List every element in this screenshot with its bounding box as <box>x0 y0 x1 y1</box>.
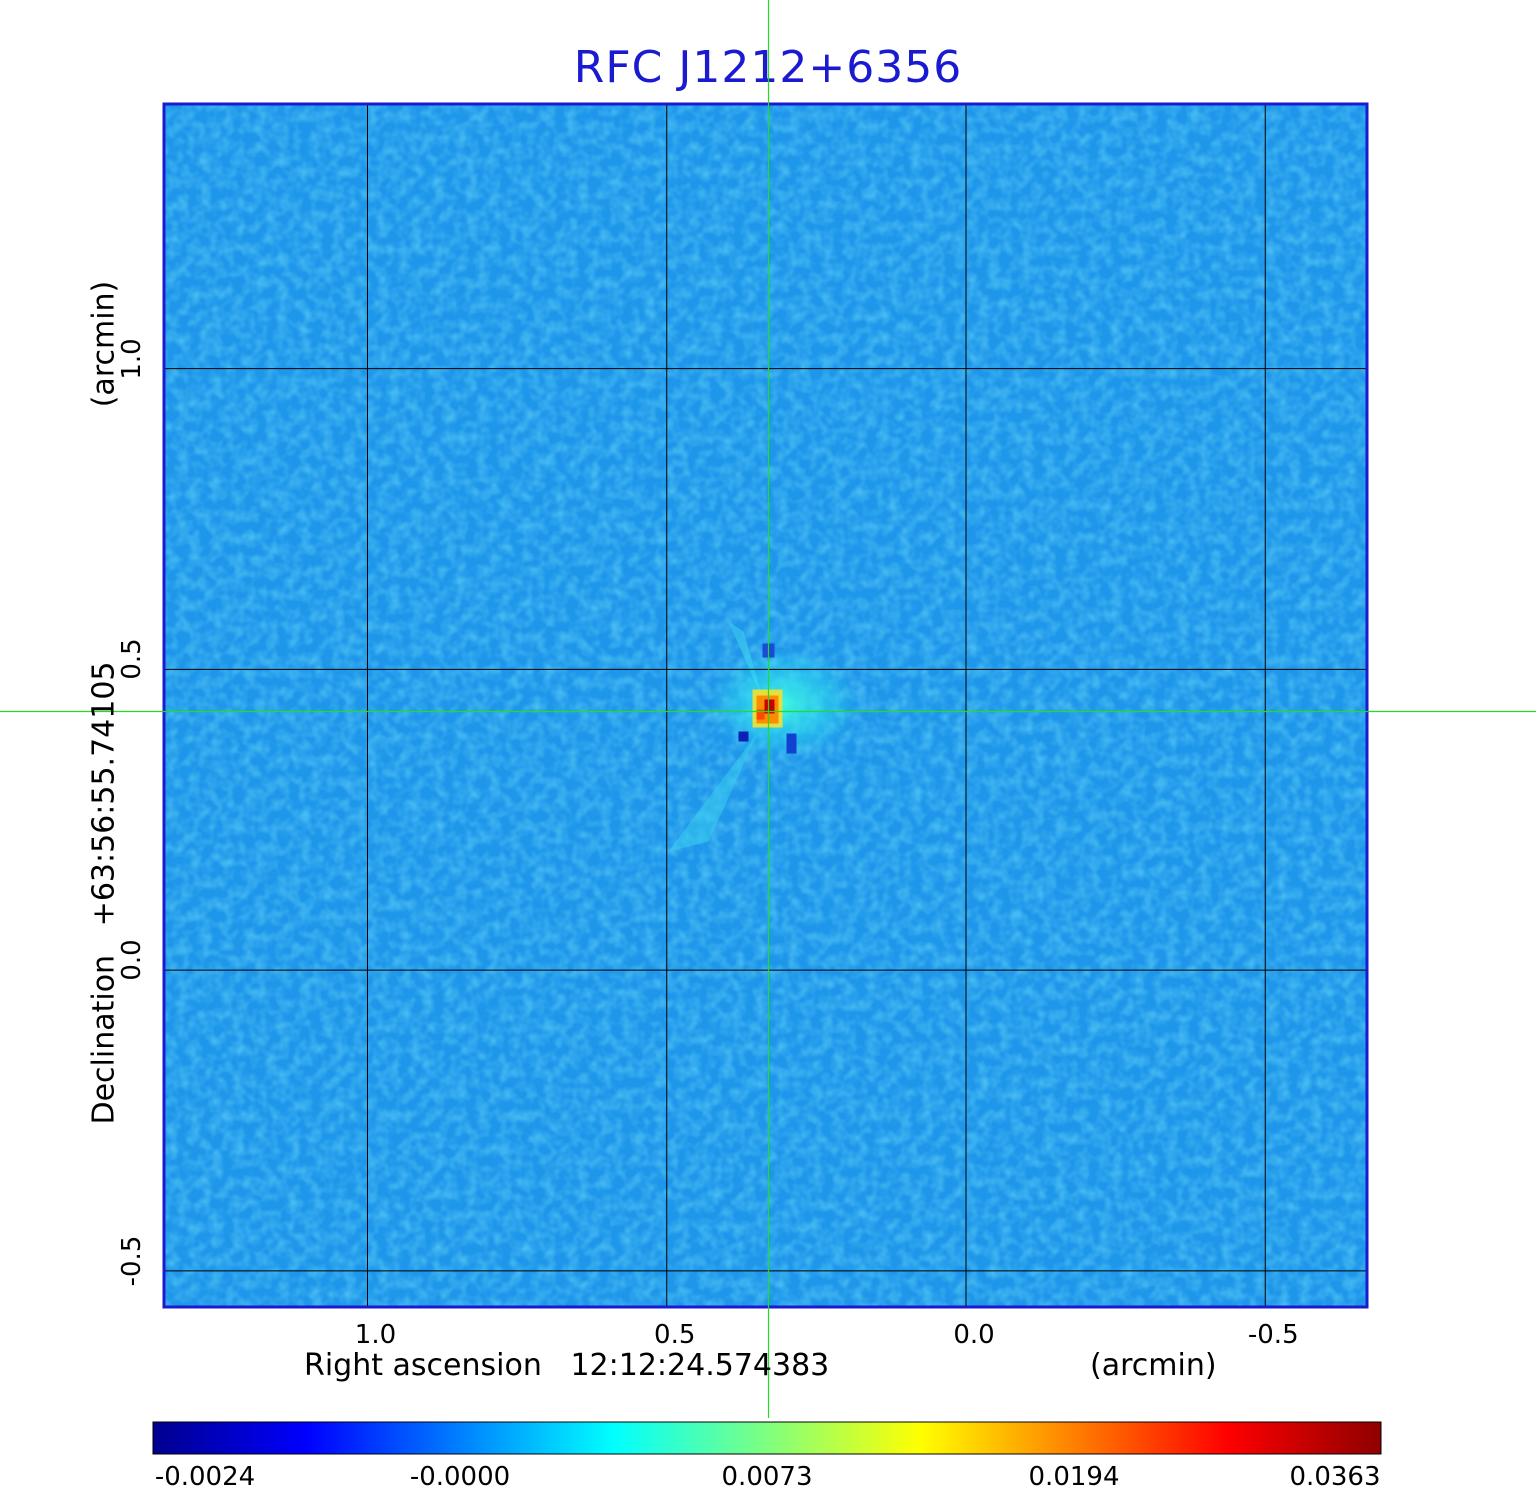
x-tick-label: -0.5 <box>1247 1320 1299 1350</box>
y-tick-label: 0.0 <box>117 939 147 981</box>
x-axis-label-name: Right ascension <box>304 1348 542 1383</box>
colorbar-tick-label: -0.0024 <box>154 1462 256 1492</box>
x-axis-unit: (arcmin) <box>1090 1348 1217 1383</box>
y-axis-label: Declination +63:56:55.74105 <box>87 661 122 1124</box>
colorbar <box>152 1421 1382 1455</box>
colorbar-tick-label: -0.0000 <box>409 1462 511 1492</box>
colorbar-tick-label: 0.0073 <box>721 1462 813 1492</box>
source-core-peak <box>764 699 775 714</box>
source-negative-pixel <box>738 731 749 742</box>
source-negative-pixel-2 <box>786 733 797 754</box>
x-tick-label: 0.5 <box>654 1320 696 1350</box>
source-streak-lower <box>668 731 759 852</box>
x-axis-label: Right ascension 12:12:24.574383 <box>304 1348 829 1383</box>
colorbar-tick-label: 0.0194 <box>1028 1462 1120 1492</box>
x-axis-label-center: 12:12:24.574383 <box>570 1348 830 1383</box>
y-tick-label: 0.5 <box>117 638 147 681</box>
y-tick-label: -0.5 <box>117 1235 147 1287</box>
source-glow <box>708 648 859 759</box>
y-axis-label-name: Declination <box>86 954 122 1125</box>
y-axis-label-center: +63:56:55.74105 <box>86 661 122 927</box>
y-axis-unit: (arcmin) <box>86 280 122 408</box>
y-tick-label: 1.0 <box>117 337 147 380</box>
coordinate-grid <box>164 104 1367 1307</box>
radio-source <box>668 621 859 852</box>
x-tick-label: 1.0 <box>354 1320 397 1350</box>
source-core-inner <box>756 709 765 720</box>
plot-frame <box>162 102 1369 1309</box>
x-tick-label: 0.0 <box>953 1320 995 1350</box>
colorbar-tick-label: 0.0363 <box>1289 1462 1381 1492</box>
chart-title: RFC J1212+6356 <box>573 42 963 93</box>
